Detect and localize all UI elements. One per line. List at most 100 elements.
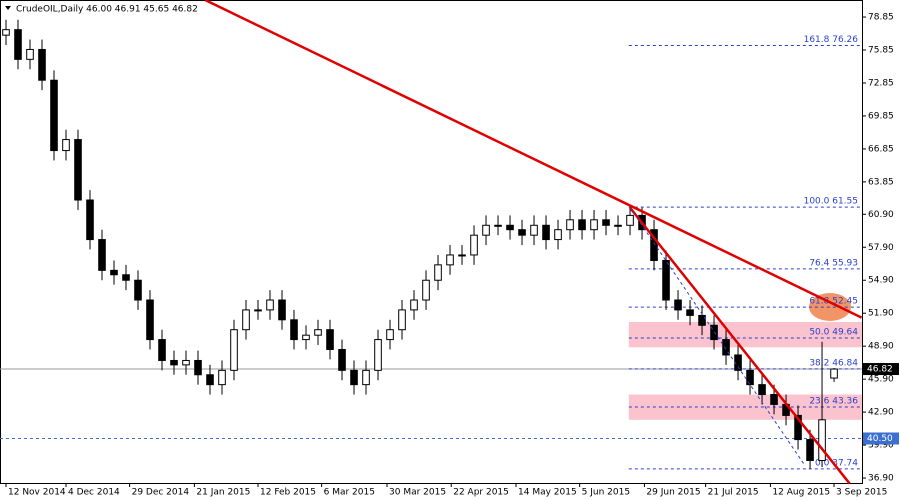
candle-body <box>326 329 334 350</box>
candle-body <box>242 309 250 331</box>
price-label: 40.50 <box>867 434 893 444</box>
highlight-ellipse <box>809 293 851 321</box>
candle-body <box>410 299 418 311</box>
candle-body <box>746 369 754 386</box>
candle-body <box>806 439 814 461</box>
candle-body <box>542 224 550 241</box>
candle-body <box>74 139 82 201</box>
candle-body <box>110 269 118 276</box>
candle-body <box>146 299 154 341</box>
candle-body <box>398 309 406 331</box>
candle-body <box>86 199 94 241</box>
y-tick-label: 39.90 <box>868 441 894 451</box>
candle-body <box>266 299 274 311</box>
candle-body <box>554 229 562 241</box>
candle-body <box>710 324 718 341</box>
x-tick-label: 21 Jul 2015 <box>708 488 759 498</box>
y-tick-label: 78.85 <box>868 13 894 23</box>
candle-body <box>38 48 46 81</box>
chart-title: CrudeOIL,Daily 46.00 46.91 45.65 46.82 <box>16 5 198 15</box>
y-tick-label: 57.90 <box>868 243 894 253</box>
x-tick-label: 12 Feb 2015 <box>260 488 316 498</box>
fib-label: 50.0 49.64 <box>809 328 858 338</box>
y-tick-label: 63.85 <box>868 177 894 187</box>
candle-body <box>830 368 838 379</box>
trendline <box>629 207 806 467</box>
fib-label: 61.8 52.45 <box>809 297 858 307</box>
x-tick-label: 29 Dec 2014 <box>132 488 190 498</box>
y-tick-label: 54.90 <box>868 276 894 286</box>
x-tick-label: 12 Nov 2014 <box>8 488 66 498</box>
candle-body <box>350 369 358 386</box>
candle-body <box>758 384 766 396</box>
candle-body <box>230 329 238 371</box>
candle-body <box>50 79 58 152</box>
y-tick-label: 69.85 <box>868 111 894 121</box>
y-tick-label: 66.85 <box>868 144 894 154</box>
fib-label: 38.2 46.84 <box>809 358 858 368</box>
fib-label: 23.6 43.36 <box>809 397 858 407</box>
candle-body <box>374 339 382 371</box>
candle-body <box>122 274 130 281</box>
candle-body <box>518 229 526 236</box>
y-tick-label: 60.90 <box>868 210 894 220</box>
candle-body <box>794 414 802 441</box>
candle-body <box>314 329 322 336</box>
trendline <box>204 0 863 319</box>
candle-body <box>506 224 514 231</box>
candle-body <box>590 219 598 231</box>
y-tick-label: 48.90 <box>868 342 894 352</box>
zone <box>628 322 862 348</box>
fib-label: 100.0 61.55 <box>804 197 858 207</box>
fib-label: 161.8 76.26 <box>804 35 859 45</box>
x-tick-label: 3 Sep 2015 <box>836 488 887 498</box>
candle-body <box>818 419 826 461</box>
candle-body <box>626 214 634 226</box>
candle-body <box>770 394 778 405</box>
candle-body <box>722 339 730 356</box>
fib-label: 0.0 37.74 <box>815 458 858 468</box>
candle-body <box>134 279 142 301</box>
y-tick-label: 45.90 <box>868 375 894 385</box>
candle-body <box>26 48 34 60</box>
fib-label: 76.4 55.93 <box>809 258 858 268</box>
candle-body <box>662 259 670 301</box>
price-box <box>863 432 899 445</box>
candle-body <box>422 279 430 301</box>
candle-body <box>566 219 574 231</box>
trendline <box>629 206 851 485</box>
x-tick-label: 12 Aug 2015 <box>772 488 830 498</box>
x-tick-label: 14 May 2015 <box>518 488 577 498</box>
x-tick-label: 5 Jun 2015 <box>582 488 630 498</box>
candle-body <box>218 369 226 386</box>
candle-body <box>470 234 478 256</box>
y-tick-label: 36.90 <box>868 474 894 484</box>
candle-body <box>206 374 214 386</box>
candle-body <box>170 359 178 366</box>
menu-arrow[interactable] <box>5 6 11 10</box>
candle-body <box>458 254 466 257</box>
candle-body <box>62 139 70 152</box>
candle-body <box>98 239 106 271</box>
candle-body <box>602 219 610 226</box>
x-tick-label: 30 Mar 2015 <box>389 488 446 498</box>
candle-body <box>686 309 694 316</box>
candle-body <box>530 224 538 236</box>
x-tick-label: 22 Apr 2015 <box>453 488 509 498</box>
candle-body <box>290 319 298 341</box>
candle-body <box>386 329 394 341</box>
candle-body <box>14 29 22 60</box>
y-tick-label: 51.90 <box>868 309 894 319</box>
candle-body <box>674 299 682 311</box>
candle-body <box>278 299 286 321</box>
candle-body <box>434 264 442 281</box>
candle-body <box>614 224 622 227</box>
candle-body <box>158 339 166 361</box>
y-tick-label: 72.85 <box>868 78 894 88</box>
x-tick-label: 6 Mar 2015 <box>324 488 375 498</box>
candle-body <box>578 219 586 231</box>
price-box <box>863 363 899 376</box>
candle-body <box>254 309 262 312</box>
